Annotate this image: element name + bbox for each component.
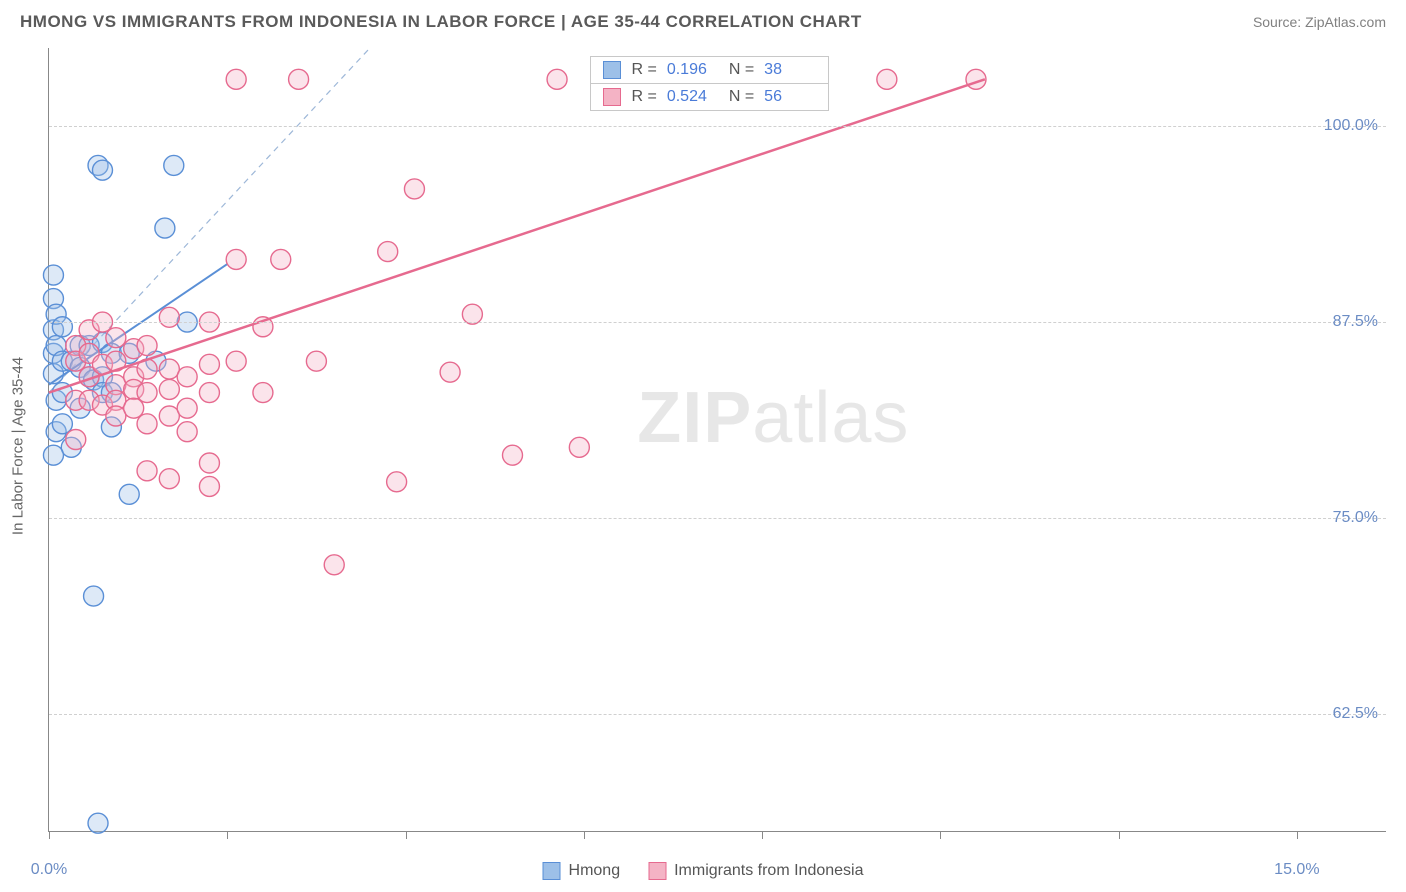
- stat-legend-row: R = 0.196 N = 38: [591, 57, 828, 84]
- x-tick-label: 15.0%: [1274, 861, 1319, 879]
- data-point: [877, 69, 897, 89]
- y-tick-label: 75.0%: [1333, 509, 1378, 527]
- chart-title: HMONG VS IMMIGRANTS FROM INDONESIA IN LA…: [20, 12, 862, 32]
- data-point: [159, 379, 179, 399]
- stat-n-label: N =: [729, 88, 754, 106]
- stat-r-value: 0.196: [667, 61, 719, 79]
- data-point: [137, 336, 157, 356]
- y-tick-label: 62.5%: [1333, 705, 1378, 723]
- legend-label: Hmong: [569, 862, 621, 880]
- stat-legend-row: R = 0.524 N = 56: [591, 84, 828, 110]
- data-point: [199, 354, 219, 374]
- data-point: [137, 414, 157, 434]
- stat-n-value: 38: [764, 61, 816, 79]
- data-point: [547, 69, 567, 89]
- stat-r-value: 0.524: [667, 88, 719, 106]
- stat-n-label: N =: [729, 61, 754, 79]
- legend-swatch: [603, 88, 621, 106]
- data-point: [324, 555, 344, 575]
- data-point: [84, 586, 104, 606]
- data-point: [52, 317, 72, 337]
- data-point: [502, 445, 522, 465]
- x-tick: [227, 831, 228, 839]
- data-point: [159, 406, 179, 426]
- x-tick: [940, 831, 941, 839]
- source-attribution: Source: ZipAtlas.com: [1253, 14, 1386, 30]
- gridline-horizontal: [49, 714, 1386, 715]
- stat-r-label: R =: [631, 88, 656, 106]
- data-point: [159, 307, 179, 327]
- data-point: [378, 242, 398, 262]
- data-point: [43, 265, 63, 285]
- data-point: [52, 414, 72, 434]
- data-point: [164, 155, 184, 175]
- data-point: [124, 398, 144, 418]
- x-tick: [584, 831, 585, 839]
- data-point: [92, 160, 112, 180]
- x-tick: [49, 831, 50, 839]
- x-tick: [1297, 831, 1298, 839]
- data-point: [569, 437, 589, 457]
- data-point: [66, 430, 86, 450]
- legend-item: Immigrants from Indonesia: [648, 862, 863, 880]
- data-point: [119, 484, 139, 504]
- data-point: [43, 445, 63, 465]
- data-point: [271, 249, 291, 269]
- data-point: [199, 383, 219, 403]
- gridline-horizontal: [49, 126, 1386, 127]
- data-point: [88, 813, 108, 833]
- data-point: [155, 218, 175, 238]
- x-tick: [762, 831, 763, 839]
- chart-plot-area: ZIPatlas R = 0.196N = 38R = 0.524N = 56 …: [48, 48, 1386, 832]
- gridline-horizontal: [49, 518, 1386, 519]
- stat-n-value: 56: [764, 88, 816, 106]
- y-axis-label: In Labor Force | Age 35-44: [10, 357, 27, 535]
- legend-swatch: [648, 862, 666, 880]
- y-tick-label: 87.5%: [1333, 313, 1378, 331]
- data-point: [404, 179, 424, 199]
- x-tick: [406, 831, 407, 839]
- data-point: [440, 362, 460, 382]
- data-point: [199, 453, 219, 473]
- data-point: [159, 469, 179, 489]
- data-point: [226, 69, 246, 89]
- data-point: [306, 351, 326, 371]
- data-point: [137, 383, 157, 403]
- legend-swatch: [603, 61, 621, 79]
- stat-r-label: R =: [631, 61, 656, 79]
- legend-swatch: [543, 862, 561, 880]
- data-point: [177, 367, 197, 387]
- data-point: [253, 383, 273, 403]
- data-point: [199, 476, 219, 496]
- correlation-stats-legend: R = 0.196 N = 38 R = 0.524 N = 56: [590, 56, 829, 111]
- data-point: [159, 359, 179, 379]
- data-point: [177, 398, 197, 418]
- data-point: [106, 406, 126, 426]
- data-point: [226, 351, 246, 371]
- data-point: [137, 461, 157, 481]
- data-point: [226, 249, 246, 269]
- gridline-horizontal: [49, 322, 1386, 323]
- legend-label: Immigrants from Indonesia: [674, 862, 863, 880]
- x-tick: [1119, 831, 1120, 839]
- data-point: [289, 69, 309, 89]
- y-tick-label: 100.0%: [1324, 117, 1378, 135]
- legend-item: Hmong: [543, 862, 621, 880]
- series-legend: Hmong Immigrants from Indonesia: [543, 862, 864, 880]
- data-point: [177, 422, 197, 442]
- data-point: [387, 472, 407, 492]
- x-tick-label: 0.0%: [31, 861, 67, 879]
- data-point: [106, 328, 126, 348]
